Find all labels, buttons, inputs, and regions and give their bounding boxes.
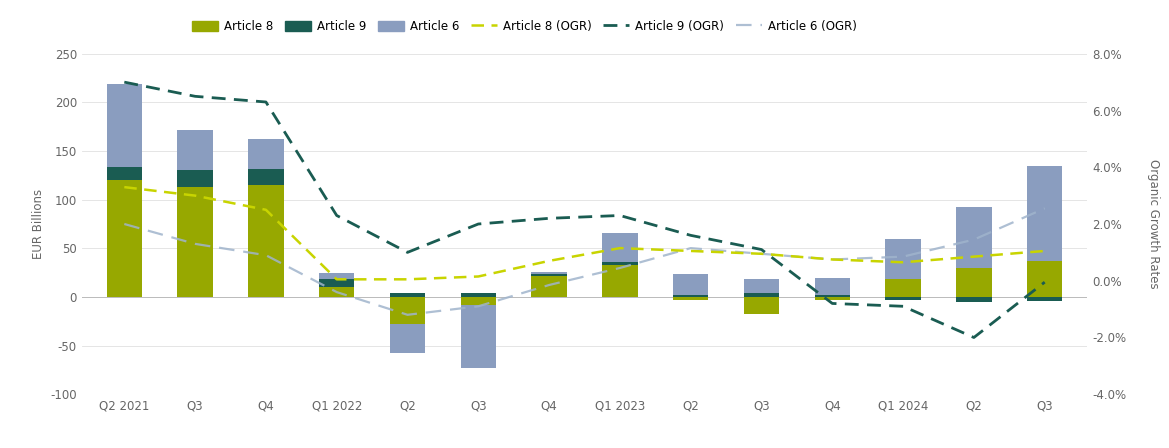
Bar	[178, 171, 213, 187]
Bar	[461, 297, 496, 305]
Bar	[178, 187, 213, 297]
Bar	[743, 280, 780, 293]
Bar	[673, 297, 708, 300]
Bar	[743, 293, 780, 297]
Bar	[956, 268, 991, 297]
Y-axis label: EUR Billions: EUR Billions	[32, 189, 44, 259]
Bar	[106, 84, 141, 167]
Bar	[815, 297, 850, 300]
Bar	[532, 271, 567, 274]
Bar	[815, 295, 850, 297]
Bar	[885, 239, 921, 280]
Bar	[106, 167, 141, 180]
Bar	[602, 233, 637, 262]
Bar	[956, 297, 991, 302]
Bar	[389, 297, 426, 324]
Bar	[743, 297, 780, 314]
Bar	[319, 287, 354, 297]
Legend: Article 8, Article 9, Article 6, Article 8 (OGR), Article 9 (OGR), Article 6 (OG: Article 8, Article 9, Article 6, Article…	[187, 15, 862, 38]
Bar	[956, 207, 991, 268]
Bar	[673, 274, 708, 295]
Bar	[602, 265, 637, 297]
Bar	[602, 262, 637, 265]
Bar	[319, 280, 354, 287]
Bar	[532, 274, 567, 276]
Bar	[1028, 166, 1063, 261]
Bar	[815, 279, 850, 295]
Bar	[673, 295, 708, 297]
Bar	[532, 276, 567, 297]
Bar	[461, 293, 496, 297]
Bar	[389, 324, 426, 353]
Bar	[1028, 297, 1063, 301]
Bar	[319, 273, 354, 280]
Bar	[885, 280, 921, 297]
Bar	[1028, 261, 1063, 297]
Bar	[389, 293, 426, 297]
Bar	[178, 129, 213, 171]
Bar	[106, 180, 141, 297]
Bar	[248, 185, 284, 297]
Bar	[248, 139, 284, 168]
Bar	[885, 297, 921, 300]
Bar	[461, 305, 496, 368]
Y-axis label: Organic Growth Rates: Organic Growth Rates	[1147, 159, 1160, 289]
Bar	[248, 168, 284, 185]
